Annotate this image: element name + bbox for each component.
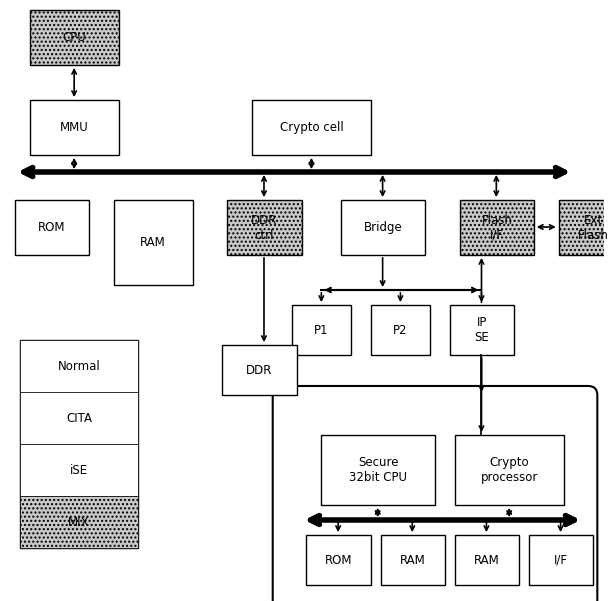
Text: RAM: RAM [141,236,166,249]
Text: ROM: ROM [38,221,65,234]
Bar [227,200,302,255]
Bar [371,305,430,355]
Text: IP
SE: IP SE [475,316,489,344]
Bar [114,200,193,285]
Bar [450,305,514,355]
Text: DDR
ctrl: DDR ctrl [251,213,277,242]
Text: MIX: MIX [68,516,90,528]
Text: RAM: RAM [474,554,500,567]
Text: CITA: CITA [66,412,92,424]
Bar [307,535,371,585]
Text: MMU: MMU [60,121,89,134]
Bar [455,435,563,505]
Bar [20,496,139,548]
Text: Crypto
processor: Crypto processor [480,456,538,484]
Text: P2: P2 [393,323,408,337]
Bar [455,535,519,585]
Bar [222,345,296,395]
Text: I/F: I/F [554,554,568,567]
Bar [381,535,445,585]
Bar [30,10,119,65]
Bar [558,200,611,255]
Bar [20,392,139,444]
Text: ROM: ROM [325,554,353,567]
Bar [459,200,534,255]
Text: CPU: CPU [62,31,86,44]
Text: iSE: iSE [70,463,88,477]
Text: Bridge: Bridge [364,221,403,234]
Bar [321,435,435,505]
Bar [252,100,371,155]
Bar [529,535,593,585]
Text: P1: P1 [314,323,329,337]
Text: DDR: DDR [246,364,273,376]
Text: Flash
I/F: Flash I/F [481,213,512,242]
Bar [291,305,351,355]
Bar [30,100,119,155]
Bar [15,200,89,255]
Bar [341,200,425,255]
Text: Ext
Flash: Ext Flash [578,213,609,242]
FancyBboxPatch shape [273,386,598,601]
Text: Crypto cell: Crypto cell [280,121,343,134]
Bar [20,340,139,548]
Text: Normal: Normal [57,359,100,373]
Text: RAM: RAM [400,554,426,567]
Bar [20,444,139,496]
Bar [20,340,139,392]
Text: Secure
32bit CPU: Secure 32bit CPU [349,456,407,484]
